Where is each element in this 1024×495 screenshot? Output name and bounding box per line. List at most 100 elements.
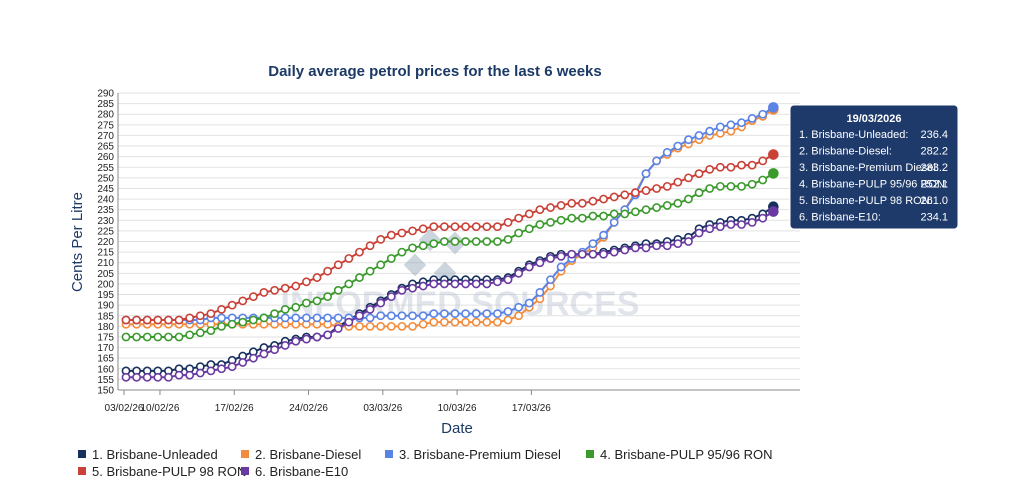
data-point[interactable] — [408, 226, 417, 236]
data-point[interactable] — [429, 222, 439, 232]
data-point[interactable] — [386, 311, 396, 321]
data-point[interactable] — [737, 160, 746, 170]
data-point[interactable] — [715, 122, 725, 132]
data-point[interactable] — [355, 247, 364, 257]
data-point[interactable] — [408, 243, 417, 253]
data-point[interactable] — [694, 228, 704, 238]
data-point[interactable] — [524, 209, 534, 219]
data-point[interactable] — [121, 332, 131, 342]
data-point[interactable] — [726, 120, 736, 130]
data-point[interactable] — [185, 370, 195, 380]
data-point[interactable] — [546, 275, 555, 285]
data-point[interactable] — [418, 319, 428, 329]
data-point[interactable] — [747, 160, 757, 170]
data-point[interactable] — [737, 181, 746, 191]
data-point[interactable] — [355, 311, 364, 321]
data-point[interactable] — [471, 279, 481, 289]
data-point[interactable] — [641, 243, 651, 253]
data-point[interactable] — [174, 315, 184, 325]
data-point[interactable] — [535, 258, 545, 268]
series-5[interactable] — [121, 149, 779, 325]
data-point[interactable] — [652, 241, 662, 251]
data-point[interactable] — [715, 162, 725, 172]
data-point[interactable] — [482, 309, 492, 319]
legend-item[interactable]: 2. Brisbane-Diesel — [241, 447, 361, 462]
data-point[interactable] — [429, 317, 439, 327]
data-point[interactable] — [503, 218, 513, 227]
data-point[interactable] — [514, 302, 524, 312]
data-point[interactable] — [195, 311, 205, 321]
data-point[interactable] — [397, 321, 407, 331]
data-point[interactable] — [588, 196, 598, 206]
data-point[interactable] — [217, 321, 226, 331]
legend[interactable]: 1. Brisbane-Unleaded 2. Brisbane-Diesel 3.… — [78, 447, 772, 479]
data-point[interactable] — [461, 222, 470, 232]
data-point[interactable] — [174, 332, 184, 342]
data-point[interactable] — [259, 349, 269, 359]
data-point[interactable] — [344, 254, 354, 263]
data-point[interactable] — [461, 237, 470, 246]
data-point[interactable] — [206, 326, 216, 335]
data-point[interactable] — [620, 209, 630, 219]
data-point[interactable] — [164, 332, 173, 342]
data-point[interactable] — [259, 313, 269, 323]
data-point[interactable] — [715, 181, 725, 191]
data-point[interactable] — [439, 237, 449, 246]
data-point[interactable] — [482, 237, 492, 246]
data-point[interactable] — [546, 203, 555, 212]
data-point[interactable] — [450, 317, 460, 327]
data-point[interactable] — [386, 321, 396, 331]
data-point[interactable] — [185, 330, 195, 340]
data-point[interactable] — [365, 321, 375, 331]
data-point[interactable] — [673, 177, 683, 187]
data-point[interactable] — [397, 247, 407, 257]
data-point[interactable] — [694, 131, 704, 140]
data-point[interactable] — [142, 372, 152, 382]
data-point[interactable] — [121, 315, 131, 325]
data-point[interactable] — [418, 224, 428, 234]
data-point[interactable] — [588, 239, 598, 249]
legend-item[interactable]: 3. Brisbane-Premium Diesel — [385, 447, 561, 462]
data-point[interactable] — [482, 222, 492, 232]
data-point[interactable] — [588, 249, 598, 259]
data-point[interactable] — [493, 317, 502, 327]
data-point[interactable] — [153, 315, 163, 325]
data-point[interactable] — [567, 249, 577, 259]
data-point[interactable] — [164, 372, 173, 382]
data-point[interactable] — [142, 315, 152, 325]
data-point[interactable] — [408, 283, 417, 293]
data-point[interactable] — [514, 311, 524, 321]
series-end-point[interactable] — [768, 206, 779, 217]
data-point[interactable] — [238, 317, 248, 327]
data-point[interactable] — [514, 213, 524, 223]
data-point[interactable] — [397, 311, 407, 321]
data-point[interactable] — [248, 292, 258, 302]
data-point[interactable] — [684, 237, 693, 246]
data-point[interactable] — [673, 239, 683, 249]
data-point[interactable] — [556, 262, 566, 272]
data-point[interactable] — [312, 273, 322, 282]
data-point[interactable] — [684, 173, 693, 183]
data-point[interactable] — [726, 162, 736, 172]
data-point[interactable] — [174, 370, 184, 380]
data-point[interactable] — [493, 309, 502, 319]
data-point[interactable] — [461, 279, 470, 289]
data-point[interactable] — [418, 281, 428, 291]
data-point[interactable] — [694, 169, 704, 179]
data-point[interactable] — [747, 179, 757, 189]
data-point[interactable] — [556, 201, 566, 210]
data-point[interactable] — [365, 304, 375, 314]
data-point[interactable] — [535, 288, 545, 297]
data-point[interactable] — [302, 277, 311, 287]
data-point[interactable] — [450, 222, 460, 232]
data-point[interactable] — [609, 209, 619, 219]
data-point[interactable] — [758, 156, 768, 166]
data-point[interactable] — [344, 317, 354, 327]
data-point[interactable] — [439, 317, 449, 327]
data-point[interactable] — [291, 336, 301, 346]
data-point[interactable] — [418, 311, 428, 321]
data-point[interactable] — [503, 315, 513, 325]
data-point[interactable] — [386, 292, 396, 302]
data-point[interactable] — [556, 215, 566, 225]
data-point[interactable] — [493, 222, 502, 232]
